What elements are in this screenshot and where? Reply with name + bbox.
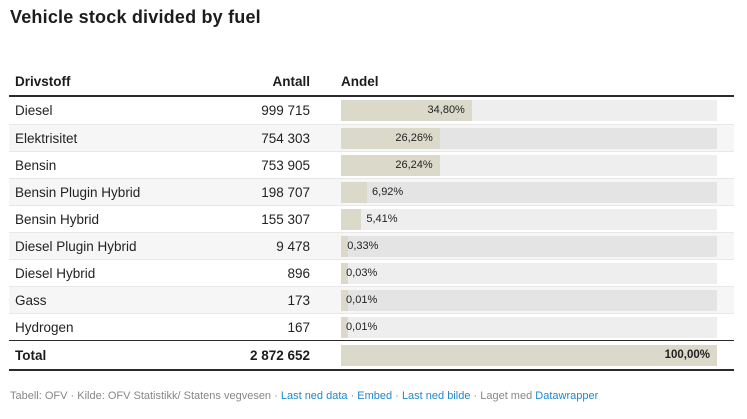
table-row: Bensin Plugin Hybrid 198 707 6,92% (9, 178, 734, 205)
fuel-count: 9 478 (276, 238, 310, 254)
share-bar-label: 0,03% (346, 266, 378, 279)
download-image-link[interactable]: Last ned bilde (401, 390, 471, 402)
share-bar: 26,24% (341, 154, 440, 176)
table-row: Hydrogen 167 0,01% (9, 313, 734, 340)
share-bar-track: 26,24% (341, 154, 717, 176)
table-header-row: Drivstoff Antall Andel (9, 64, 734, 97)
share-bar-label: 0,01% (346, 293, 378, 306)
share-bar-label: 5,41% (366, 212, 398, 225)
made-with-label: Laget med (480, 390, 536, 402)
table-row: Bensin Hybrid 155 307 5,41% (9, 205, 734, 232)
column-header-drivstoff: Drivstoff (15, 74, 71, 89)
fuel-name: Diesel Hybrid (15, 265, 96, 281)
fuel-name: Diesel (15, 103, 53, 118)
fuel-name: Bensin Hybrid (15, 211, 100, 227)
share-bar-track: 0,01% (341, 316, 717, 338)
fuel-name: Elektrisitet (15, 130, 78, 146)
fuel-name: Gass (15, 292, 47, 308)
total-label: Total (15, 347, 47, 363)
fuel-table: Drivstoff Antall Andel Diesel 999 715 34… (9, 64, 734, 371)
fuel-name: Diesel Plugin Hybrid (15, 238, 137, 254)
footer-separator: · (470, 390, 481, 402)
share-bar-label: 0,33% (347, 239, 379, 252)
fuel-count: 167 (287, 319, 310, 335)
fuel-count: 198 707 (261, 184, 310, 200)
share-bar-track: 0,33% (341, 235, 717, 257)
column-header-andel: Andel (341, 74, 379, 89)
share-bar-track: 6,92% (341, 181, 717, 203)
share-bar: 34,80% (341, 100, 472, 121)
share-bar-label: 6,92% (372, 185, 404, 198)
share-bar (341, 235, 348, 257)
share-bar-track: 5,41% (341, 208, 717, 230)
chart-title: Vehicle stock divided by fuel (10, 7, 261, 27)
embed-link[interactable]: Embed (357, 390, 393, 402)
download-data-link[interactable]: Last ned data (280, 390, 348, 402)
share-bar-label: 0,01% (346, 320, 378, 333)
fuel-name: Hydrogen (15, 319, 74, 335)
table-body: Diesel 999 715 34,80% Elektrisitet 754 3… (9, 97, 734, 340)
table-row: Diesel Plugin Hybrid 9 478 0,33% (9, 232, 734, 259)
footer-separator: · (347, 390, 358, 402)
share-bar (341, 262, 348, 284)
table-row: Diesel Hybrid 896 0,03% (9, 259, 734, 286)
share-bar (341, 208, 362, 230)
datawrapper-link[interactable]: Datawrapper (535, 390, 599, 402)
fuel-name: Bensin (15, 157, 57, 173)
column-header-antall: Antall (272, 74, 310, 89)
footer-separator: · (271, 390, 281, 402)
share-bar: 26,26% (341, 127, 440, 149)
share-bar (341, 181, 368, 203)
footer-separator: · (392, 390, 402, 402)
fuel-count: 155 307 (261, 211, 310, 227)
total-count: 2 872 652 (249, 347, 310, 363)
fuel-name: Bensin Plugin Hybrid (15, 184, 141, 200)
footer: Tabell: OFV · Kilde: OFV Statistikk/ Sta… (10, 390, 598, 402)
fuel-count: 754 303 (261, 130, 310, 146)
share-bar-track: 0,03% (341, 262, 717, 284)
share-bar-track: 34,80% (341, 100, 717, 121)
footer-credit: Tabell: OFV · Kilde: OFV Statistikk/ Sta… (10, 390, 272, 402)
table-row: Gass 173 0,01% (9, 286, 734, 313)
table-total-row: Total 2 872 652 100,00% (9, 340, 734, 371)
fuel-count: 753 905 (261, 157, 310, 173)
table-row: Diesel 999 715 34,80% (9, 97, 734, 124)
table-row: Elektrisitet 754 303 26,26% (9, 124, 734, 151)
share-bar (341, 289, 348, 311)
fuel-count: 173 (287, 292, 310, 308)
fuel-count: 896 (287, 265, 310, 281)
share-bar-track: 26,26% (341, 127, 717, 149)
total-bar-track: 100,00% (341, 344, 717, 366)
share-bar-track: 0,01% (341, 289, 717, 311)
total-share-bar: 100,00% (341, 344, 717, 366)
table-row: Bensin 753 905 26,24% (9, 151, 734, 178)
fuel-count: 999 715 (261, 103, 310, 118)
share-bar (341, 316, 348, 338)
